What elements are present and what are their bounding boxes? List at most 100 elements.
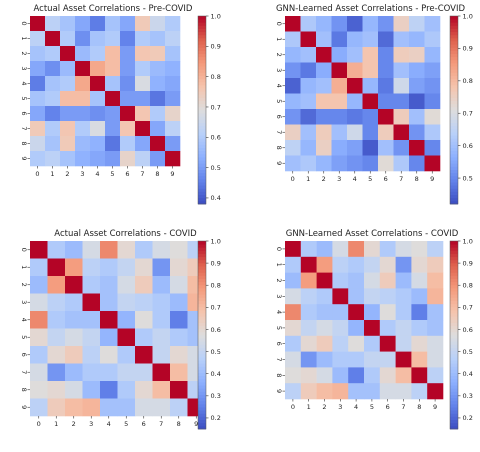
heatmap-cell-9-0 <box>30 151 46 167</box>
heatmap-cell-0-8 <box>411 241 428 258</box>
heatmap-cell-7-5 <box>364 351 381 368</box>
colorbar-segment <box>198 200 206 205</box>
heatmap-cell-3-2 <box>60 61 76 77</box>
colorbar-segment <box>198 266 206 270</box>
heatmap-cell-5-8 <box>411 320 428 337</box>
heatmap-cell-8-4 <box>348 367 365 384</box>
heatmap-cell-3-3 <box>331 62 348 79</box>
heatmap-cell-6-4 <box>348 335 365 352</box>
heatmap-cell-0-3 <box>82 241 101 259</box>
colorbar-segment <box>198 259 206 264</box>
heatmap-cell-2-3 <box>75 46 91 62</box>
heatmap-cell-3-1 <box>300 288 317 305</box>
heatmap-cell-1-0 <box>30 258 48 277</box>
colorbar-segment <box>450 160 458 164</box>
x-tick-label: 3 <box>337 175 341 183</box>
colorbar-segment <box>198 188 206 192</box>
colorbar-tick-label: 0.5 <box>463 348 473 356</box>
colorbar-tick-label: 1.0 <box>463 12 473 20</box>
heatmap-cell-7-7 <box>395 351 412 368</box>
colorbar-segment <box>198 28 206 33</box>
heatmap-cell-0-3 <box>75 16 91 32</box>
heatmap-cell-0-6 <box>379 241 396 258</box>
colorbar-segment <box>198 141 206 145</box>
heatmap-cell-5-4 <box>90 91 106 107</box>
y-tick-label: 4 <box>20 318 28 322</box>
y-tick-label: 6 <box>20 353 28 357</box>
heatmap-cell-5-7 <box>395 320 412 337</box>
heatmap-cell-3-1 <box>300 62 317 79</box>
heatmap-cell-0-3 <box>331 16 348 32</box>
colorbar-segment <box>450 410 458 414</box>
x-tick-label: 9 <box>194 420 198 428</box>
heatmap-cell-6-3 <box>331 109 348 125</box>
heatmap-cell-0-9 <box>424 16 441 32</box>
y-tick-label: 3 <box>20 300 28 304</box>
panel-title: Actual Asset Correlations - COVID <box>54 229 197 239</box>
heatmap-cell-0-2 <box>65 241 83 259</box>
heatmap-cell-5-1 <box>300 320 317 337</box>
y-tick-label: 6 <box>20 111 28 115</box>
heatmap-cell-3-6 <box>120 61 136 77</box>
heatmap-cell-9-8 <box>409 155 425 172</box>
heatmap-cell-2-7 <box>393 47 410 63</box>
colorbar-segment <box>198 37 206 42</box>
colorbar-segment <box>450 91 458 95</box>
colorbar-segment <box>450 363 458 367</box>
heatmap-cell-3-2 <box>316 288 333 305</box>
colorbar-segment <box>450 66 458 70</box>
heatmap-cell-2-8 <box>409 47 425 63</box>
colorbar-segment <box>450 309 458 314</box>
colorbar-segment <box>450 419 458 424</box>
heatmap-cell-2-8 <box>150 46 166 62</box>
y-tick-label: 2 <box>20 283 28 287</box>
heatmap-cell-5-5 <box>364 320 381 337</box>
colorbar-segment <box>450 382 458 386</box>
heatmap-cell-2-6 <box>135 276 153 294</box>
heatmap-cell-3-9 <box>427 288 444 305</box>
heatmap-cell-5-4 <box>347 93 363 110</box>
y-tick-label: 2 <box>275 278 283 282</box>
heatmap-cell-6-1 <box>47 346 66 364</box>
heatmap-cell-7-5 <box>362 124 379 141</box>
colorbar-segment <box>198 172 206 177</box>
colorbar-segment <box>450 41 458 45</box>
heatmap-cell-0-4 <box>348 241 365 258</box>
colorbar-segment <box>450 47 458 51</box>
heatmap-cell-7-2 <box>60 121 76 137</box>
heatmap-cell-9-3 <box>82 398 101 417</box>
colorbar-segment <box>198 309 206 314</box>
heatmap-cell-4-7 <box>152 311 171 329</box>
colorbar-segment <box>450 422 458 427</box>
colorbar-segment <box>198 306 206 311</box>
colorbar-segment <box>198 366 206 370</box>
colorbar-segment <box>198 294 206 298</box>
heatmap-cell-1-3 <box>82 258 101 277</box>
heatmap-cell-8-4 <box>100 381 118 399</box>
colorbar-segment <box>198 175 206 180</box>
heatmap-cell-7-9 <box>165 121 181 137</box>
heatmap-cell-5-4 <box>348 320 365 337</box>
heatmap-cell-7-3 <box>331 124 348 141</box>
heatmap-cell-4-6 <box>135 311 153 329</box>
heatmap-cell-5-3 <box>332 320 349 337</box>
heatmap-cell-6-6 <box>379 335 396 352</box>
heatmap-cell-1-3 <box>75 31 91 47</box>
colorbar-frame <box>197 15 207 205</box>
heatmap-cell-4-0 <box>30 76 46 92</box>
heatmap-cell-8-2 <box>316 140 332 156</box>
heatmap-cell-1-6 <box>379 256 396 273</box>
heatmap-cell-3-8 <box>150 61 166 77</box>
colorbar-segment <box>450 372 458 377</box>
colorbar-segment <box>198 19 206 23</box>
colorbar-segment <box>450 347 458 352</box>
heatmap-cell-6-5 <box>105 106 121 122</box>
heatmap-cell-7-2 <box>316 351 333 368</box>
heatmap-cell-9-5 <box>362 155 379 172</box>
colorbar-segment <box>450 294 458 298</box>
colorbar-segment <box>450 322 458 326</box>
colorbar-segment <box>198 391 206 395</box>
colorbar-tick-label: 0.6 <box>211 326 221 334</box>
colorbar-segment <box>198 160 206 164</box>
colorbar-segment <box>450 194 458 199</box>
